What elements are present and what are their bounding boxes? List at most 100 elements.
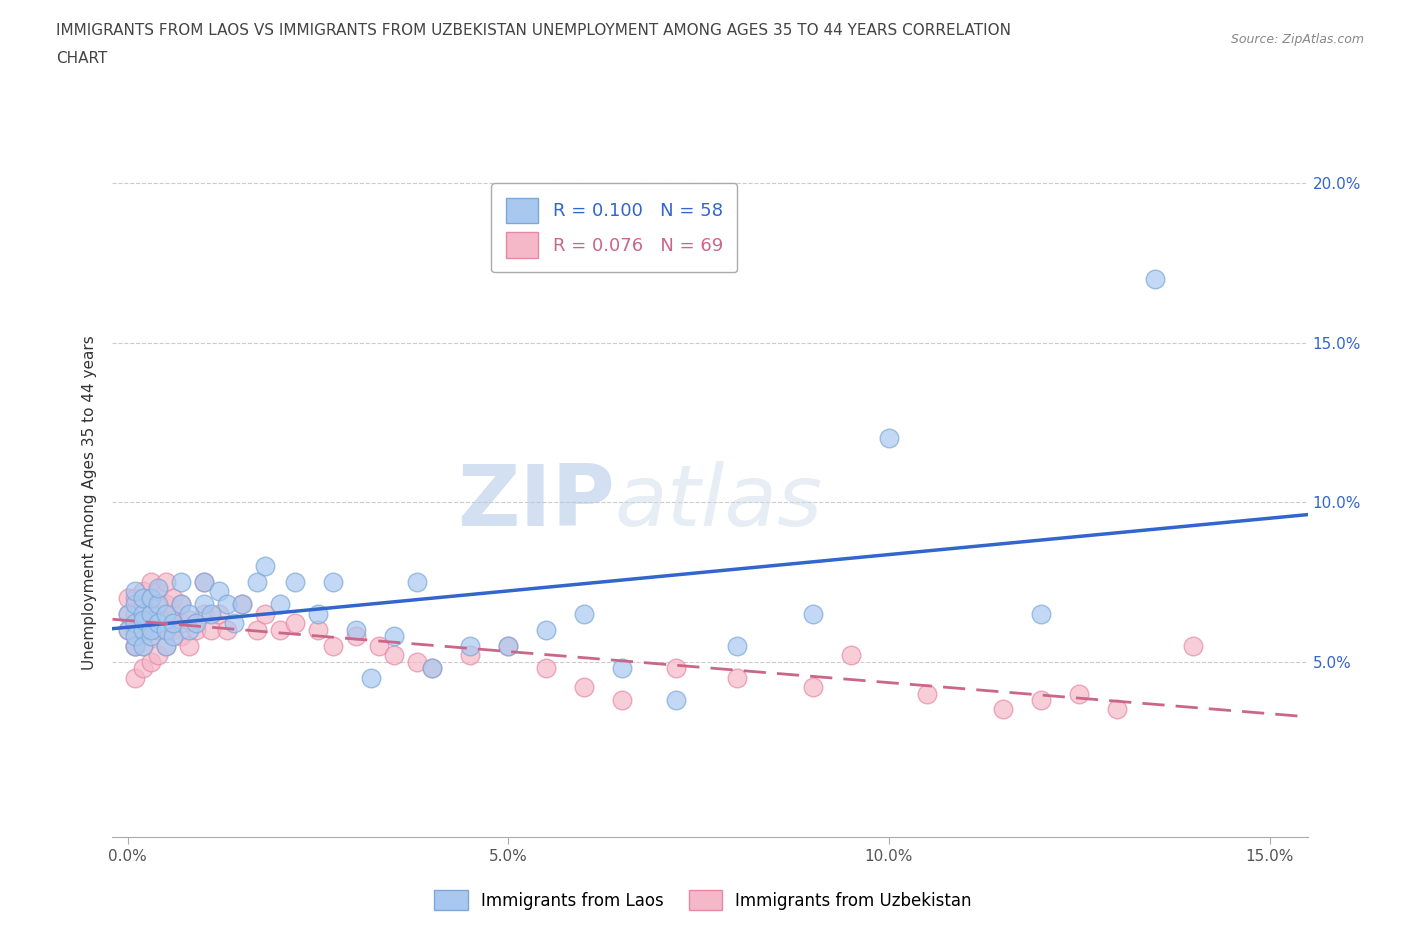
Point <box>177 613 200 628</box>
Point <box>117 622 139 637</box>
Point <box>498 638 520 653</box>
Point <box>132 622 155 637</box>
Point <box>200 622 222 637</box>
Point <box>139 622 162 637</box>
Point <box>139 606 162 621</box>
Point <box>253 559 276 574</box>
Point <box>367 638 389 653</box>
Point <box>146 622 169 637</box>
Point <box>124 638 146 653</box>
Point <box>498 638 520 653</box>
Point <box>322 575 344 590</box>
Point <box>146 584 169 599</box>
Point <box>132 638 155 653</box>
Text: ZIP: ZIP <box>457 460 614 544</box>
Point <box>208 606 231 621</box>
Point <box>155 606 177 621</box>
Point <box>420 660 443 675</box>
Point <box>155 638 177 653</box>
Text: IMMIGRANTS FROM LAOS VS IMMIGRANTS FROM UZBEKISTAN UNEMPLOYMENT AMONG AGES 35 TO: IMMIGRANTS FROM LAOS VS IMMIGRANTS FROM … <box>56 23 1011 38</box>
Point <box>801 680 824 695</box>
Text: atlas: atlas <box>614 460 823 544</box>
Legend: Immigrants from Laos, Immigrants from Uzbekistan: Immigrants from Laos, Immigrants from Uz… <box>427 884 979 917</box>
Point <box>170 597 193 612</box>
Point <box>215 622 238 637</box>
Point <box>132 584 155 599</box>
Legend: R = 0.100   N = 58, R = 0.076   N = 69: R = 0.100 N = 58, R = 0.076 N = 69 <box>491 183 738 272</box>
Point <box>382 629 405 644</box>
Point <box>139 591 162 605</box>
Point <box>117 591 139 605</box>
Text: Source: ZipAtlas.com: Source: ZipAtlas.com <box>1230 33 1364 46</box>
Point <box>155 597 177 612</box>
Point <box>725 671 748 685</box>
Point <box>146 581 169 596</box>
Point <box>186 622 208 637</box>
Point <box>132 638 155 653</box>
Point <box>155 575 177 590</box>
Point <box>665 693 688 708</box>
Point <box>193 606 215 621</box>
Point <box>170 629 193 644</box>
Point <box>536 660 558 675</box>
Point <box>612 660 634 675</box>
Point <box>139 629 162 644</box>
Point <box>208 584 231 599</box>
Y-axis label: Unemployment Among Ages 35 to 44 years: Unemployment Among Ages 35 to 44 years <box>82 335 97 670</box>
Point <box>155 638 177 653</box>
Point <box>406 654 429 669</box>
Point <box>146 597 169 612</box>
Point <box>124 671 146 685</box>
Point <box>193 575 215 590</box>
Point <box>132 660 155 675</box>
Point <box>177 638 200 653</box>
Point <box>124 629 146 644</box>
Point <box>132 597 155 612</box>
Point <box>155 622 177 637</box>
Point <box>170 575 193 590</box>
Point <box>193 575 215 590</box>
Point <box>124 591 146 605</box>
Point <box>177 622 200 637</box>
Point <box>139 591 162 605</box>
Point <box>360 671 382 685</box>
Point <box>877 431 900 445</box>
Point <box>132 622 155 637</box>
Point <box>124 616 146 631</box>
Point <box>124 584 146 599</box>
Point <box>162 606 184 621</box>
Point <box>139 606 162 621</box>
Point <box>117 606 139 621</box>
Point <box>839 648 862 663</box>
Point <box>155 622 177 637</box>
Point <box>574 680 596 695</box>
Point <box>458 648 481 663</box>
Point <box>406 575 429 590</box>
Point <box>322 638 344 653</box>
Point <box>162 616 184 631</box>
Point <box>224 616 246 631</box>
Point <box>665 660 688 675</box>
Point <box>186 616 208 631</box>
Point <box>991 702 1014 717</box>
Point <box>284 575 307 590</box>
Point <box>200 606 222 621</box>
Point <box>344 622 367 637</box>
Point <box>170 616 193 631</box>
Point <box>162 591 184 605</box>
Point <box>231 597 253 612</box>
Point <box>269 622 291 637</box>
Point <box>915 686 938 701</box>
Point <box>231 597 253 612</box>
Point <box>177 606 200 621</box>
Point <box>124 597 146 612</box>
Point <box>1182 638 1205 653</box>
Point <box>246 622 269 637</box>
Point <box>253 606 276 621</box>
Point <box>536 622 558 637</box>
Point <box>124 638 146 653</box>
Point <box>146 606 169 621</box>
Point <box>1107 702 1129 717</box>
Point <box>146 616 169 631</box>
Text: CHART: CHART <box>56 51 108 66</box>
